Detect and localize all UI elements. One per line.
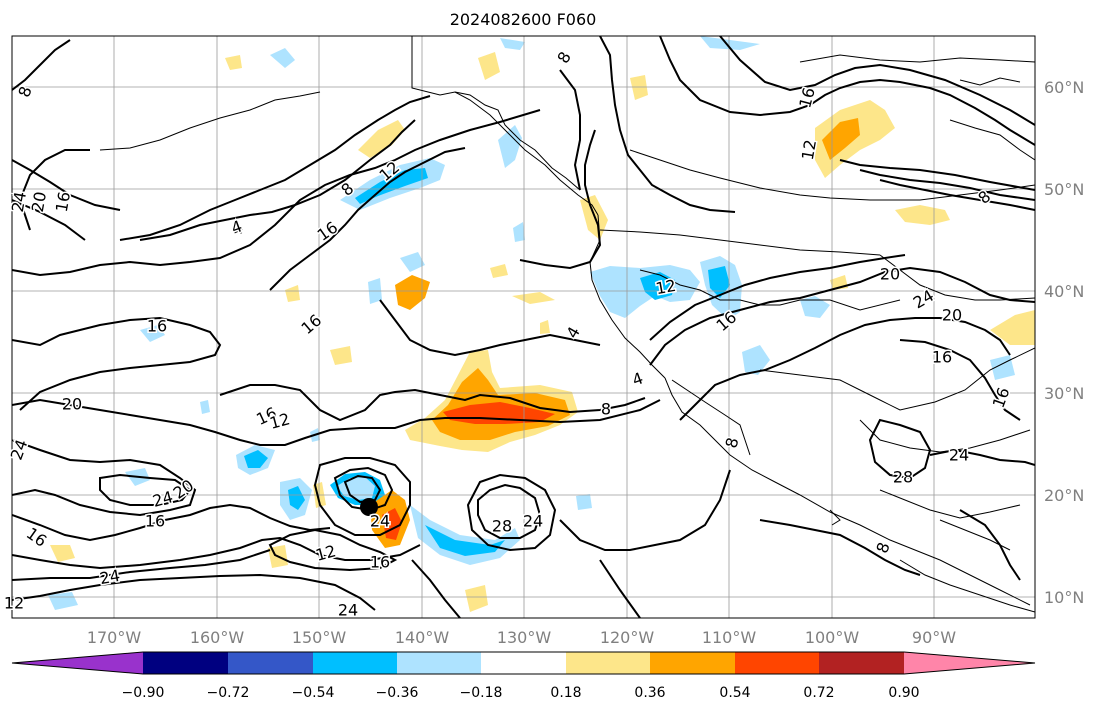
- height-contours: [12, 36, 1035, 618]
- lat-label-60n: 60°N: [1044, 78, 1084, 97]
- contour-label: 28: [893, 468, 913, 487]
- lat-label-50n: 50°N: [1044, 180, 1084, 199]
- contour-label: 20: [942, 306, 962, 325]
- colorbar: [11, 651, 1036, 675]
- colorbar-tick-label: −0.90: [122, 685, 165, 701]
- colorbar-extend-low: [12, 652, 143, 674]
- contour-label: 16: [370, 553, 390, 572]
- contour-label: 12: [4, 594, 24, 613]
- storm-center-marker: [360, 498, 378, 516]
- colorbar-segment: [650, 652, 735, 674]
- colorbar-segment: [228, 652, 313, 674]
- colorbar-segment: [735, 652, 819, 674]
- contour-label: 8: [601, 400, 611, 419]
- gridlines: [12, 36, 1035, 618]
- colorbar-tick-label: 0.90: [888, 685, 919, 701]
- contour-label: 16: [145, 512, 165, 531]
- contour-label: 12: [798, 138, 820, 161]
- contour-label: 16: [52, 190, 74, 213]
- lat-label-20n: 20°N: [1044, 486, 1084, 505]
- colorbar-segment: [143, 652, 228, 674]
- contour-label: 24: [949, 446, 969, 465]
- colorbar-segment: [481, 652, 566, 674]
- colorbar-segment: [397, 652, 481, 674]
- colorbar-segment: [313, 652, 397, 674]
- colorbar-tick-label: −0.54: [292, 685, 335, 701]
- lon-label-120w: 120°W: [600, 628, 655, 647]
- lon-label-170w: 170°W: [87, 628, 142, 647]
- colorbar-segment: [819, 652, 904, 674]
- lat-label-10n: 10°N: [1044, 588, 1084, 607]
- contour-label: 28: [492, 517, 512, 536]
- map-frame: [11, 35, 1036, 619]
- colorbar-tick-label: −0.72: [207, 685, 250, 701]
- lon-label-160w: 160°W: [190, 628, 245, 647]
- contour-label: 16: [147, 317, 167, 336]
- colorbar-segment: [566, 652, 650, 674]
- lat-label-30n: 30°N: [1044, 384, 1084, 403]
- colorbar-tick-label: 0.18: [550, 685, 581, 701]
- colorbar-tick-labels: −0.90 −0.72 −0.54 −0.36 −0.18 0.18 0.36 …: [122, 685, 920, 701]
- colorbar-tick-label: 0.72: [803, 685, 834, 701]
- colorbar-extend-high: [904, 652, 1035, 674]
- map-title: 2024082600 F060: [449, 10, 597, 29]
- lon-label-90w: 90°W: [912, 628, 956, 647]
- contour-label: 24: [338, 601, 358, 620]
- lat-label-40n: 40°N: [1044, 282, 1084, 301]
- contour-label: 24: [523, 512, 543, 531]
- lon-label-100w: 100°W: [805, 628, 860, 647]
- lon-label-140w: 140°W: [395, 628, 450, 647]
- longitude-axis: 170°W 160°W 150°W 140°W 130°W 120°W 110°…: [87, 628, 956, 647]
- contour-label: 12: [654, 276, 677, 298]
- lon-label-130w: 130°W: [497, 628, 552, 647]
- colorbar-tick-label: −0.36: [376, 685, 419, 701]
- colorbar-tick-label: −0.18: [460, 685, 503, 701]
- lon-label-150w: 150°W: [292, 628, 347, 647]
- contour-label: 24: [8, 190, 30, 213]
- contour-label: 20: [880, 265, 900, 284]
- colorbar-tick-label: 0.36: [634, 685, 665, 701]
- latitude-axis: 60°N 50°N 40°N 30°N 20°N 10°N: [1044, 78, 1084, 607]
- contour-label: 20: [62, 395, 82, 414]
- coastlines: [99, 36, 1035, 613]
- contour-label: 24: [98, 566, 121, 588]
- contour-label: 24: [370, 512, 390, 531]
- colorbar-tick-label: 0.54: [719, 685, 750, 701]
- anomaly-shading: [48, 36, 1035, 612]
- contour-label: 16: [932, 348, 952, 367]
- lon-label-110w: 110°W: [702, 628, 757, 647]
- contour-label: 20: [28, 190, 50, 213]
- colorbar-outline: [11, 651, 1036, 675]
